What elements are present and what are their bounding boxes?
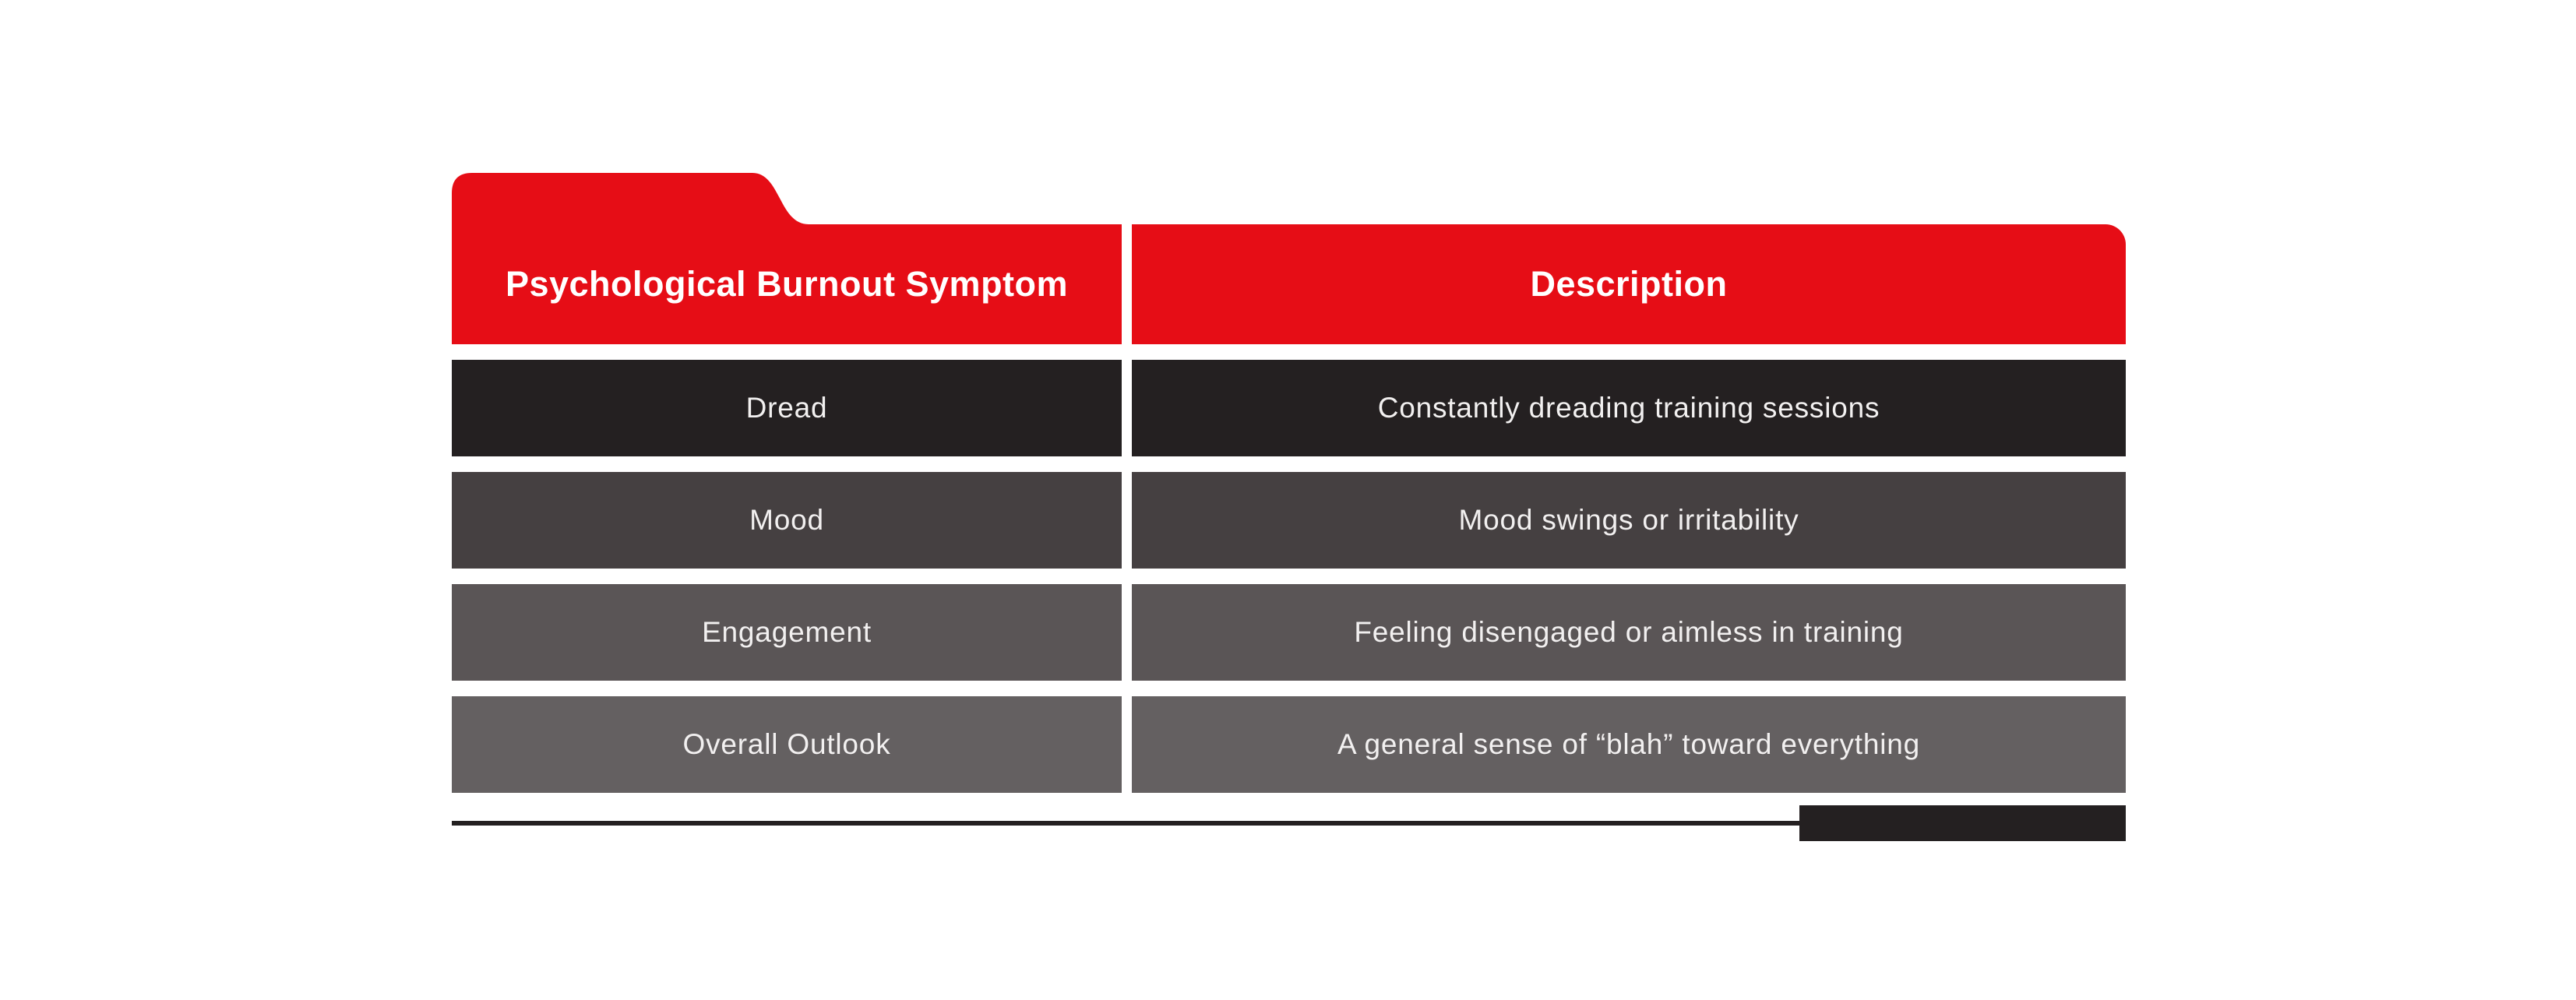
table-cell-description: A general sense of “blah” toward everyth… (1132, 696, 2126, 793)
footer-rule-line (452, 821, 1799, 826)
table-cell-symptom: Engagement (452, 584, 1122, 681)
symptom-header-tab (452, 173, 1122, 344)
table-cell-symptom: Overall Outlook (452, 696, 1122, 793)
table-cell-symptom: Dread (452, 360, 1122, 456)
column-header-symptom: Psychological Burnout Symptom (505, 264, 1069, 304)
table-cell-description: Mood swings or irritability (1132, 472, 2126, 569)
column-header-description: Description (1132, 224, 2126, 344)
table-cell-symptom: Mood (452, 472, 1122, 569)
table-cell-description: Constantly dreading training sessions (1132, 360, 2126, 456)
burnout-symptom-table: Psychological Burnout Symptom Descriptio… (452, 173, 2126, 858)
table-cell-description: Feeling disengaged or aimless in trainin… (1132, 584, 2126, 681)
footer-dark-block (1799, 805, 2126, 841)
folder-tab-shape (452, 173, 1122, 344)
